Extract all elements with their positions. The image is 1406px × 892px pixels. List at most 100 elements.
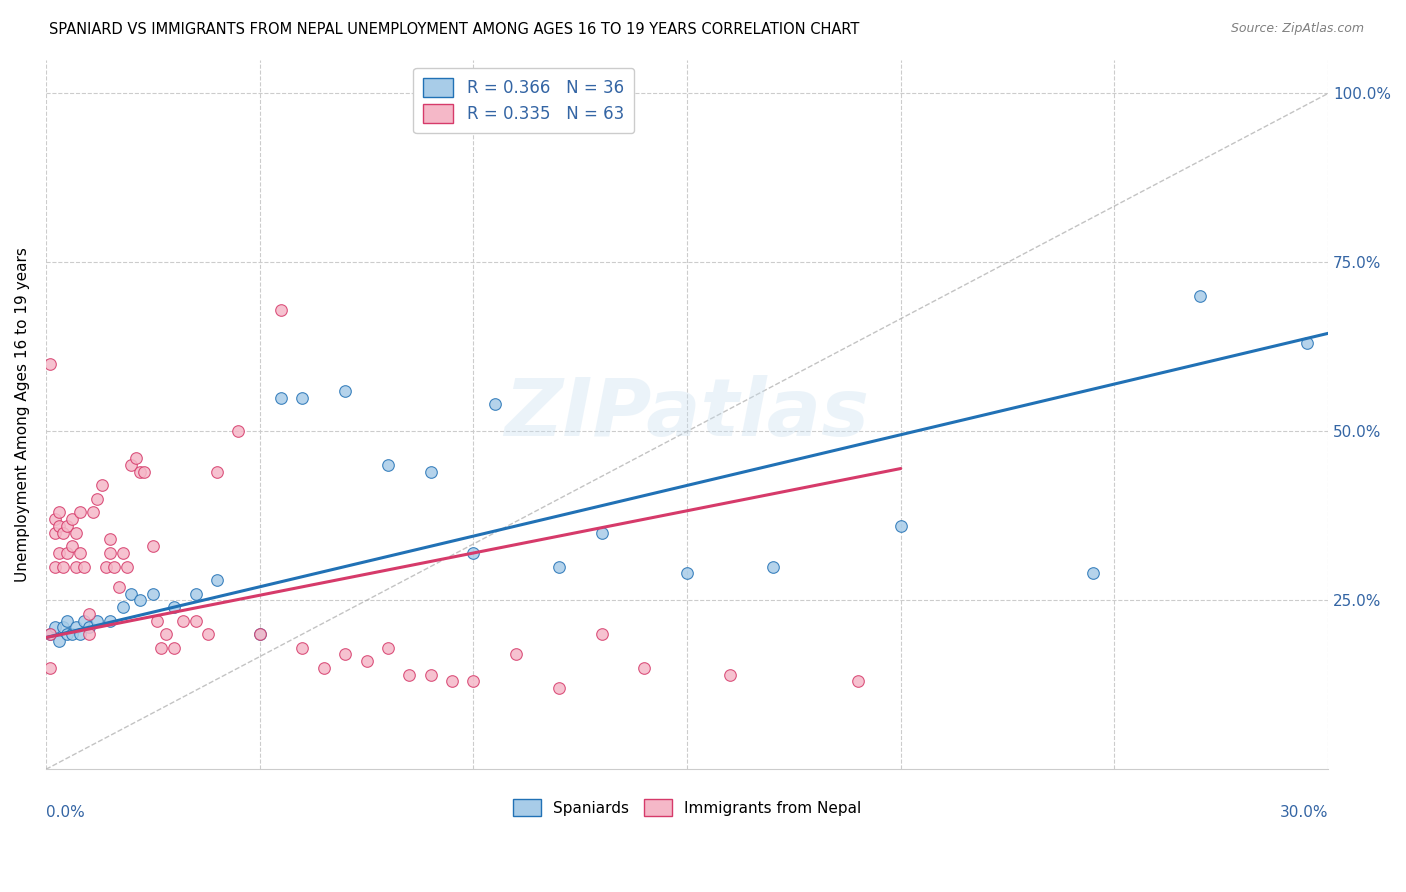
Point [52, 620, 75, 634]
Point [77, 607, 100, 621]
Point [718, 667, 741, 681]
Point [65, 559, 87, 574]
Point [633, 661, 655, 675]
Point [398, 667, 420, 681]
Point [69, 546, 91, 560]
Point [111, 546, 134, 560]
Point [129, 465, 152, 479]
Point [184, 586, 207, 600]
Point [98, 546, 121, 560]
Point [172, 614, 194, 628]
Point [69, 627, 91, 641]
Point [155, 627, 177, 641]
Point [44, 620, 66, 634]
Point [39, 661, 62, 675]
Point [333, 648, 356, 662]
Point [377, 458, 399, 472]
Point [94, 559, 117, 574]
Point [115, 559, 138, 574]
Point [1081, 566, 1104, 581]
Point [150, 640, 173, 655]
Point [163, 640, 186, 655]
Point [86, 491, 108, 506]
Point [44, 525, 66, 540]
Point [77, 627, 100, 641]
Point [291, 391, 314, 405]
Point [60, 512, 83, 526]
Point [249, 627, 271, 641]
Point [39, 627, 62, 641]
Point [547, 681, 569, 696]
Point [52, 525, 75, 540]
Point [44, 559, 66, 574]
Point [82, 506, 104, 520]
Point [463, 674, 485, 689]
Point [890, 519, 912, 533]
Point [56, 546, 79, 560]
Point [39, 357, 62, 371]
Point [56, 627, 79, 641]
Point [484, 397, 506, 411]
Text: ZIPatlas: ZIPatlas [505, 376, 869, 453]
Point [120, 586, 142, 600]
Point [125, 451, 148, 466]
Point [56, 614, 79, 628]
Point [356, 654, 378, 668]
Point [1188, 289, 1211, 303]
Text: SPANIARD VS IMMIGRANTS FROM NEPAL UNEMPLOYMENT AMONG AGES 16 TO 19 YEARS CORRELA: SPANIARD VS IMMIGRANTS FROM NEPAL UNEMPL… [49, 22, 859, 37]
Point [65, 525, 87, 540]
Point [73, 559, 96, 574]
Legend: Spaniards, Immigrants from Nepal: Spaniards, Immigrants from Nepal [503, 789, 870, 825]
Text: 0.0%: 0.0% [46, 805, 84, 820]
Point [129, 593, 152, 607]
Point [1295, 336, 1317, 351]
Point [48, 633, 70, 648]
Text: Source: ZipAtlas.com: Source: ZipAtlas.com [1230, 22, 1364, 36]
Point [73, 614, 96, 628]
Point [60, 539, 83, 553]
Point [312, 661, 335, 675]
Point [846, 674, 869, 689]
Point [56, 519, 79, 533]
Point [120, 458, 142, 472]
Point [86, 614, 108, 628]
Point [270, 391, 292, 405]
Point [547, 559, 569, 574]
Point [65, 620, 87, 634]
Point [48, 506, 70, 520]
Text: 30.0%: 30.0% [1279, 805, 1329, 820]
Y-axis label: Unemployment Among Ages 16 to 19 years: Unemployment Among Ages 16 to 19 years [15, 247, 30, 582]
Point [39, 627, 62, 641]
Point [591, 525, 613, 540]
Point [44, 512, 66, 526]
Point [270, 302, 292, 317]
Point [142, 586, 165, 600]
Point [98, 533, 121, 547]
Point [440, 674, 463, 689]
Point [463, 546, 485, 560]
Point [48, 546, 70, 560]
Point [205, 573, 228, 587]
Point [226, 425, 249, 439]
Point [142, 539, 165, 553]
Point [419, 465, 441, 479]
Point [676, 566, 699, 581]
Point [146, 614, 169, 628]
Point [48, 519, 70, 533]
Point [103, 559, 125, 574]
Point [761, 559, 783, 574]
Point [98, 614, 121, 628]
Point [291, 640, 314, 655]
Point [134, 465, 156, 479]
Point [197, 627, 219, 641]
Point [249, 627, 271, 641]
Point [111, 600, 134, 615]
Point [333, 384, 356, 398]
Point [90, 478, 112, 492]
Point [377, 640, 399, 655]
Point [184, 614, 207, 628]
Point [591, 627, 613, 641]
Point [52, 559, 75, 574]
Point [77, 620, 100, 634]
Point [205, 465, 228, 479]
